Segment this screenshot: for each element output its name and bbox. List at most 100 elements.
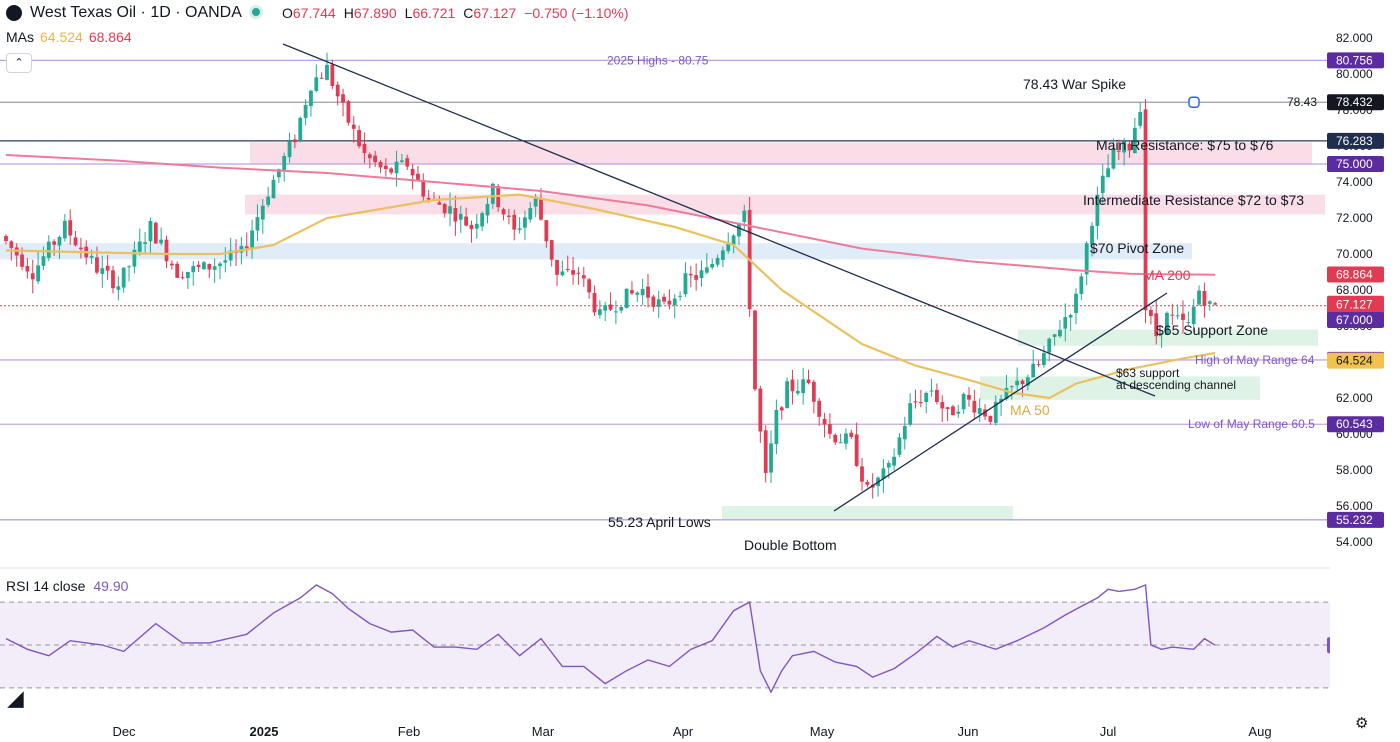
candle-body: [565, 268, 570, 270]
time-tick-label: Aug: [1248, 724, 1271, 739]
zone-label: Intermediate Resistance $72 to $73: [1083, 192, 1304, 208]
candle-body: [951, 406, 955, 416]
candle-body: [394, 161, 399, 174]
candle-body: [737, 223, 741, 237]
candle-body: [46, 241, 51, 258]
candle-body: [490, 183, 495, 204]
candle-body: [940, 402, 945, 409]
candle-body: [817, 400, 822, 417]
price-tag: 80.756: [1336, 53, 1373, 67]
candle-body: [1138, 111, 1143, 126]
candle-body: [437, 202, 442, 205]
candle-body: [1042, 353, 1046, 366]
candle-body: [758, 388, 763, 432]
candle-body: [1068, 315, 1073, 318]
candle-body: [132, 249, 137, 267]
candle-body: [523, 217, 527, 228]
candle-body: [897, 437, 902, 455]
candle-body: [838, 442, 843, 444]
candle-body: [314, 77, 319, 91]
candle-body: [1079, 276, 1084, 294]
trendlines-layer: [282, 43, 1168, 512]
candle-body: [367, 154, 372, 159]
candle-body: [667, 300, 672, 305]
ohlc-readout: O67.744 H67.890 L66.721 C67.127 −0.750 (−1.1…: [282, 5, 637, 21]
candle-body: [255, 217, 260, 231]
candle-body: [715, 258, 720, 265]
candle-body: [1047, 338, 1052, 353]
candle-body: [127, 266, 131, 268]
candle-body: [416, 173, 420, 181]
candle-body: [62, 220, 67, 239]
candle-body: [1149, 309, 1153, 316]
rsi-line: [5, 583, 1216, 694]
candle-body: [924, 392, 929, 403]
time-tick-label: Jul: [1100, 724, 1117, 739]
candle-body: [555, 259, 559, 275]
candle-body: [1106, 168, 1110, 178]
candle-body: [662, 296, 666, 302]
candle-body: [30, 273, 35, 280]
price-tag: 76.283: [1336, 134, 1373, 148]
candle-body: [886, 463, 891, 468]
symbol-title[interactable]: West Texas Oil · 1D · OANDA: [30, 4, 242, 21]
candle-body: [73, 237, 78, 246]
candle-body: [405, 158, 410, 167]
price-tag-bg: [1327, 416, 1384, 433]
candle-body: [646, 286, 650, 298]
candle-body: [1084, 243, 1089, 275]
time-tick-label: Dec: [112, 724, 136, 739]
rsi-legend[interactable]: RSI 14 close 49.90: [6, 578, 128, 594]
zone-band: [250, 142, 1312, 164]
tradingview-logo-icon[interactable]: ◢: [8, 688, 24, 710]
candle-body: [501, 209, 506, 215]
ma200-line: [5, 154, 1216, 276]
candle-body: [699, 270, 704, 279]
ma-legend[interactable]: MAs 64.524 68.864: [6, 29, 132, 45]
candle-body: [507, 215, 511, 217]
annotation-channel-note: at descending channel: [1116, 378, 1236, 392]
candle-body: [683, 273, 688, 295]
candle-body: [811, 381, 816, 402]
candle-body: [202, 262, 206, 270]
candle-body: [480, 213, 485, 227]
candle-body: [972, 400, 977, 413]
candle-body: [346, 101, 351, 123]
time-tick-label: May: [810, 724, 835, 739]
candle-body: [592, 293, 597, 313]
candle-body: [945, 407, 950, 410]
candle-body: [319, 77, 324, 79]
candle-body: [458, 213, 463, 220]
level-label: Low of May Range 60.5: [1188, 417, 1315, 431]
zone-label: $70 Pivot Zone: [1090, 240, 1184, 256]
candle-body: [4, 236, 8, 242]
candle-body: [121, 267, 126, 288]
candle-body: [1100, 175, 1105, 193]
candle-body: [116, 286, 121, 290]
candle-body: [250, 230, 254, 248]
line-handle-icon[interactable]: [1188, 96, 1200, 108]
chevron-up-icon[interactable]: ⌃: [6, 53, 32, 73]
candle-body: [105, 265, 110, 271]
price-tag-bg: [1327, 94, 1384, 111]
candle-body: [223, 260, 228, 263]
candle-body: [36, 265, 40, 282]
candle-body: [293, 139, 297, 143]
annotation-channel-note: $63 support: [1116, 366, 1180, 380]
candle-body: [983, 409, 987, 417]
candle-body: [276, 169, 281, 178]
candle-body: [196, 264, 201, 267]
candle-body: [844, 433, 848, 444]
candle-body: [335, 84, 340, 97]
candle-body: [212, 266, 217, 270]
candle-body: [769, 443, 773, 473]
price-tag-bg: [1327, 312, 1384, 328]
candle-body: [704, 267, 709, 273]
candle-body: [528, 208, 533, 220]
candle-body: [453, 208, 458, 222]
level-label: High of May Range 64: [1195, 353, 1315, 367]
candle-body: [918, 402, 923, 404]
gear-icon[interactable]: ⚙: [1355, 715, 1369, 732]
candle-body: [1063, 317, 1068, 329]
